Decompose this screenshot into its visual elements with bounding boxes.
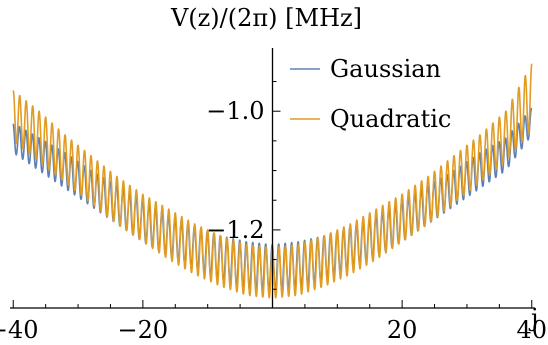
ticks-layer: −40 −20 20 40 −1.0 −1.2 [0,81,547,344]
legend: Gaussian Quadratic [290,55,451,133]
y-tick-label: −1.2 [206,216,264,244]
x-tick-label: −20 [118,316,169,344]
x-tick-label: 40 [516,316,547,344]
x-tick-label: 20 [387,316,418,344]
x-tick-label: −40 [0,316,39,344]
y-axis-title: V(z)/(2π) [MHz] [170,4,362,32]
legend-label-gaussian: Gaussian [330,55,441,83]
y-tick-label: −1.0 [206,97,264,125]
axes-layer [10,48,535,309]
legend-label-quadratic: Quadratic [330,105,451,133]
x-axis-title: j [528,304,538,332]
